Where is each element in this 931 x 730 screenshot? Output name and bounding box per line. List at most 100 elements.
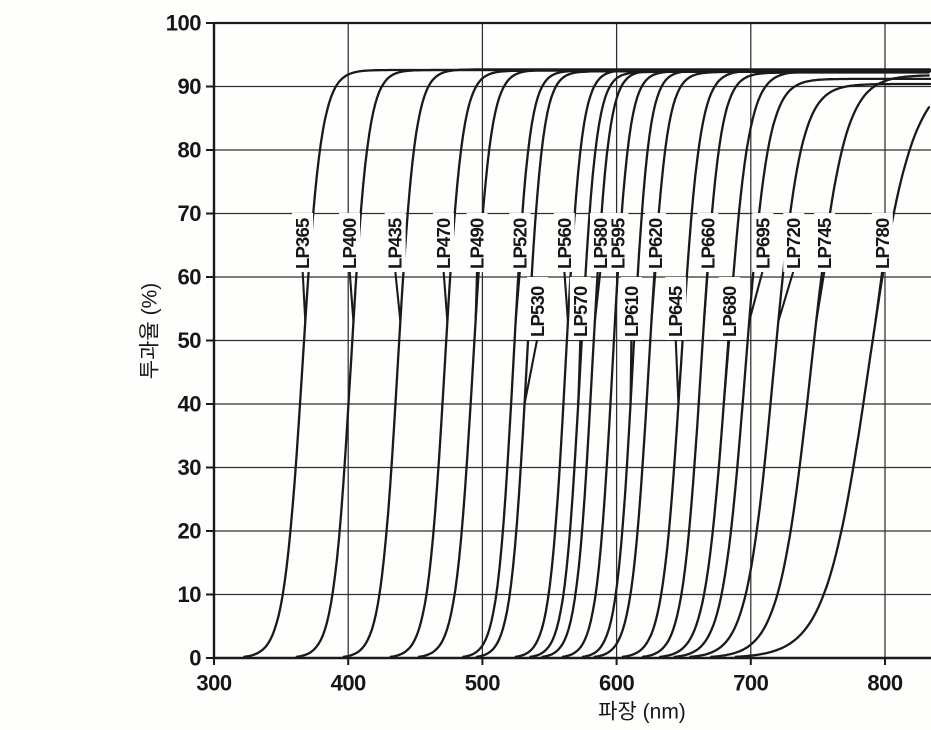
label-bg-LP490 [466, 213, 488, 272]
label-bg-LP570 [569, 277, 591, 340]
curve-label-text-LP490: LP490 [467, 218, 488, 269]
label-bg-LP645 [665, 277, 687, 340]
y-tick-label-20: 20 [178, 519, 202, 544]
curve-label-LP490: LP490 [466, 213, 488, 322]
curve-label-text-LP580: LP580 [590, 218, 611, 269]
curve-label-text-LP680: LP680 [719, 286, 740, 337]
label-bg-LP680 [718, 277, 740, 340]
label-leader-LP695 [748, 269, 764, 322]
curve-label-LP610: LP610 [620, 277, 642, 405]
y-tick-label-100: 100 [166, 11, 201, 36]
curve-label-LP530: LP530 [523, 277, 548, 405]
curve-label-LP560: LP560 [553, 213, 575, 322]
curve-LP645 [621, 69, 930, 658]
label-bg-LP580 [589, 213, 611, 272]
curve-LP365 [243, 68, 930, 658]
label-bg-LP560 [553, 213, 575, 272]
curve-label-text-LP530: LP530 [527, 286, 548, 337]
x-tick-label-300: 300 [196, 671, 231, 696]
y-tick-label-30: 30 [178, 455, 202, 480]
x-tick-label-700: 700 [733, 671, 768, 696]
label-leader-LP490 [474, 269, 479, 322]
y-tick-label-0: 0 [189, 646, 201, 671]
curve-LP780 [734, 106, 931, 658]
label-bg-LP520 [509, 213, 531, 272]
label-bg-LP435 [384, 213, 406, 272]
label-leader-LP365 [301, 269, 307, 322]
y-axis-title: 투과율 (%) [139, 283, 162, 379]
curve-label-LP780: LP780 [871, 213, 893, 322]
label-bg-LP780 [871, 213, 893, 272]
curve-LP720 [689, 82, 931, 658]
curve-label-LP595: LP595 [607, 213, 629, 322]
label-bg-LP530 [526, 277, 548, 340]
label-bg-LP695 [752, 213, 774, 272]
curve-LP580 [541, 69, 931, 658]
label-leader-LP570 [577, 337, 582, 405]
curve-label-text-LP695: LP695 [752, 218, 773, 269]
label-leader-LP560 [563, 269, 569, 322]
label-leader-LP660 [702, 269, 709, 322]
curve-label-text-LP620: LP620 [645, 218, 666, 269]
label-bg-LP660 [697, 213, 719, 272]
curve-label-LP695: LP695 [748, 213, 774, 322]
y-tick-label-50: 50 [178, 328, 202, 353]
label-leader-LP400 [348, 269, 355, 322]
curve-label-LP580: LP580 [589, 213, 611, 322]
label-leader-LP470 [442, 269, 449, 322]
x-axis-title: 파장 (nm) [598, 701, 686, 724]
curve-LP435 [342, 68, 931, 658]
curve-labels: LP365 LP400 LP435 LP470 LP490 LP520 LP530 LP560… [292, 213, 893, 405]
curve-LP490 [417, 68, 931, 658]
curve-label-LP645: LP645 [665, 277, 687, 405]
label-bg-LP745 [814, 213, 836, 272]
label-bg-LP620 [645, 213, 667, 272]
y-tick-label-60: 60 [178, 265, 202, 290]
curve-label-LP570: LP570 [569, 277, 591, 405]
curve-LP680 [658, 70, 931, 658]
curve-label-text-LP595: LP595 [607, 218, 628, 269]
y-tick-label-80: 80 [178, 138, 202, 163]
label-leader-LP580 [593, 269, 602, 322]
curve-label-LP745: LP745 [814, 213, 836, 322]
x-tick-label-500: 500 [465, 671, 500, 696]
curve-label-text-LP560: LP560 [554, 218, 575, 269]
curve-label-text-LP745: LP745 [814, 218, 835, 269]
label-leader-LP680 [722, 337, 731, 405]
transmission-curves [243, 68, 931, 658]
curve-label-text-LP645: LP645 [665, 286, 686, 337]
curve-label-LP470: LP470 [432, 213, 454, 322]
label-leader-LP595 [613, 269, 619, 322]
x-tick-label-400: 400 [331, 671, 366, 696]
y-tick-label-90: 90 [178, 74, 202, 99]
axis-ticks [206, 22, 886, 665]
y-tick-label-70: 70 [178, 201, 202, 226]
x-tick-label-800: 800 [867, 671, 902, 696]
curve-label-LP660: LP660 [697, 213, 719, 322]
curve-LP530 [475, 70, 931, 658]
label-leader-LP645 [674, 337, 680, 405]
curve-LP660 [641, 71, 930, 658]
curve-label-text-LP520: LP520 [509, 218, 530, 269]
curve-label-text-LP660: LP660 [697, 218, 718, 269]
y-tick-label-40: 40 [178, 392, 202, 417]
label-leader-LP780 [874, 269, 884, 322]
curve-label-text-LP400: LP400 [339, 218, 360, 269]
label-leader-LP435 [394, 269, 402, 322]
label-leader-LP720 [777, 269, 795, 322]
label-leader-LP530 [523, 337, 539, 405]
curve-label-text-LP570: LP570 [570, 286, 591, 337]
label-leader-LP745 [815, 269, 826, 322]
curve-label-LP400: LP400 [339, 213, 361, 322]
curve-label-text-LP470: LP470 [433, 218, 454, 269]
curve-label-text-LP720: LP720 [783, 218, 804, 269]
label-leader-LP520 [514, 269, 522, 322]
curve-label-text-LP365: LP365 [292, 218, 313, 269]
label-bg-LP400 [339, 213, 361, 272]
x-tick-label-600: 600 [599, 671, 634, 696]
curve-label-LP365: LP365 [292, 213, 314, 322]
curve-label-LP620: LP620 [645, 213, 667, 322]
curve-label-LP520: LP520 [509, 213, 531, 322]
